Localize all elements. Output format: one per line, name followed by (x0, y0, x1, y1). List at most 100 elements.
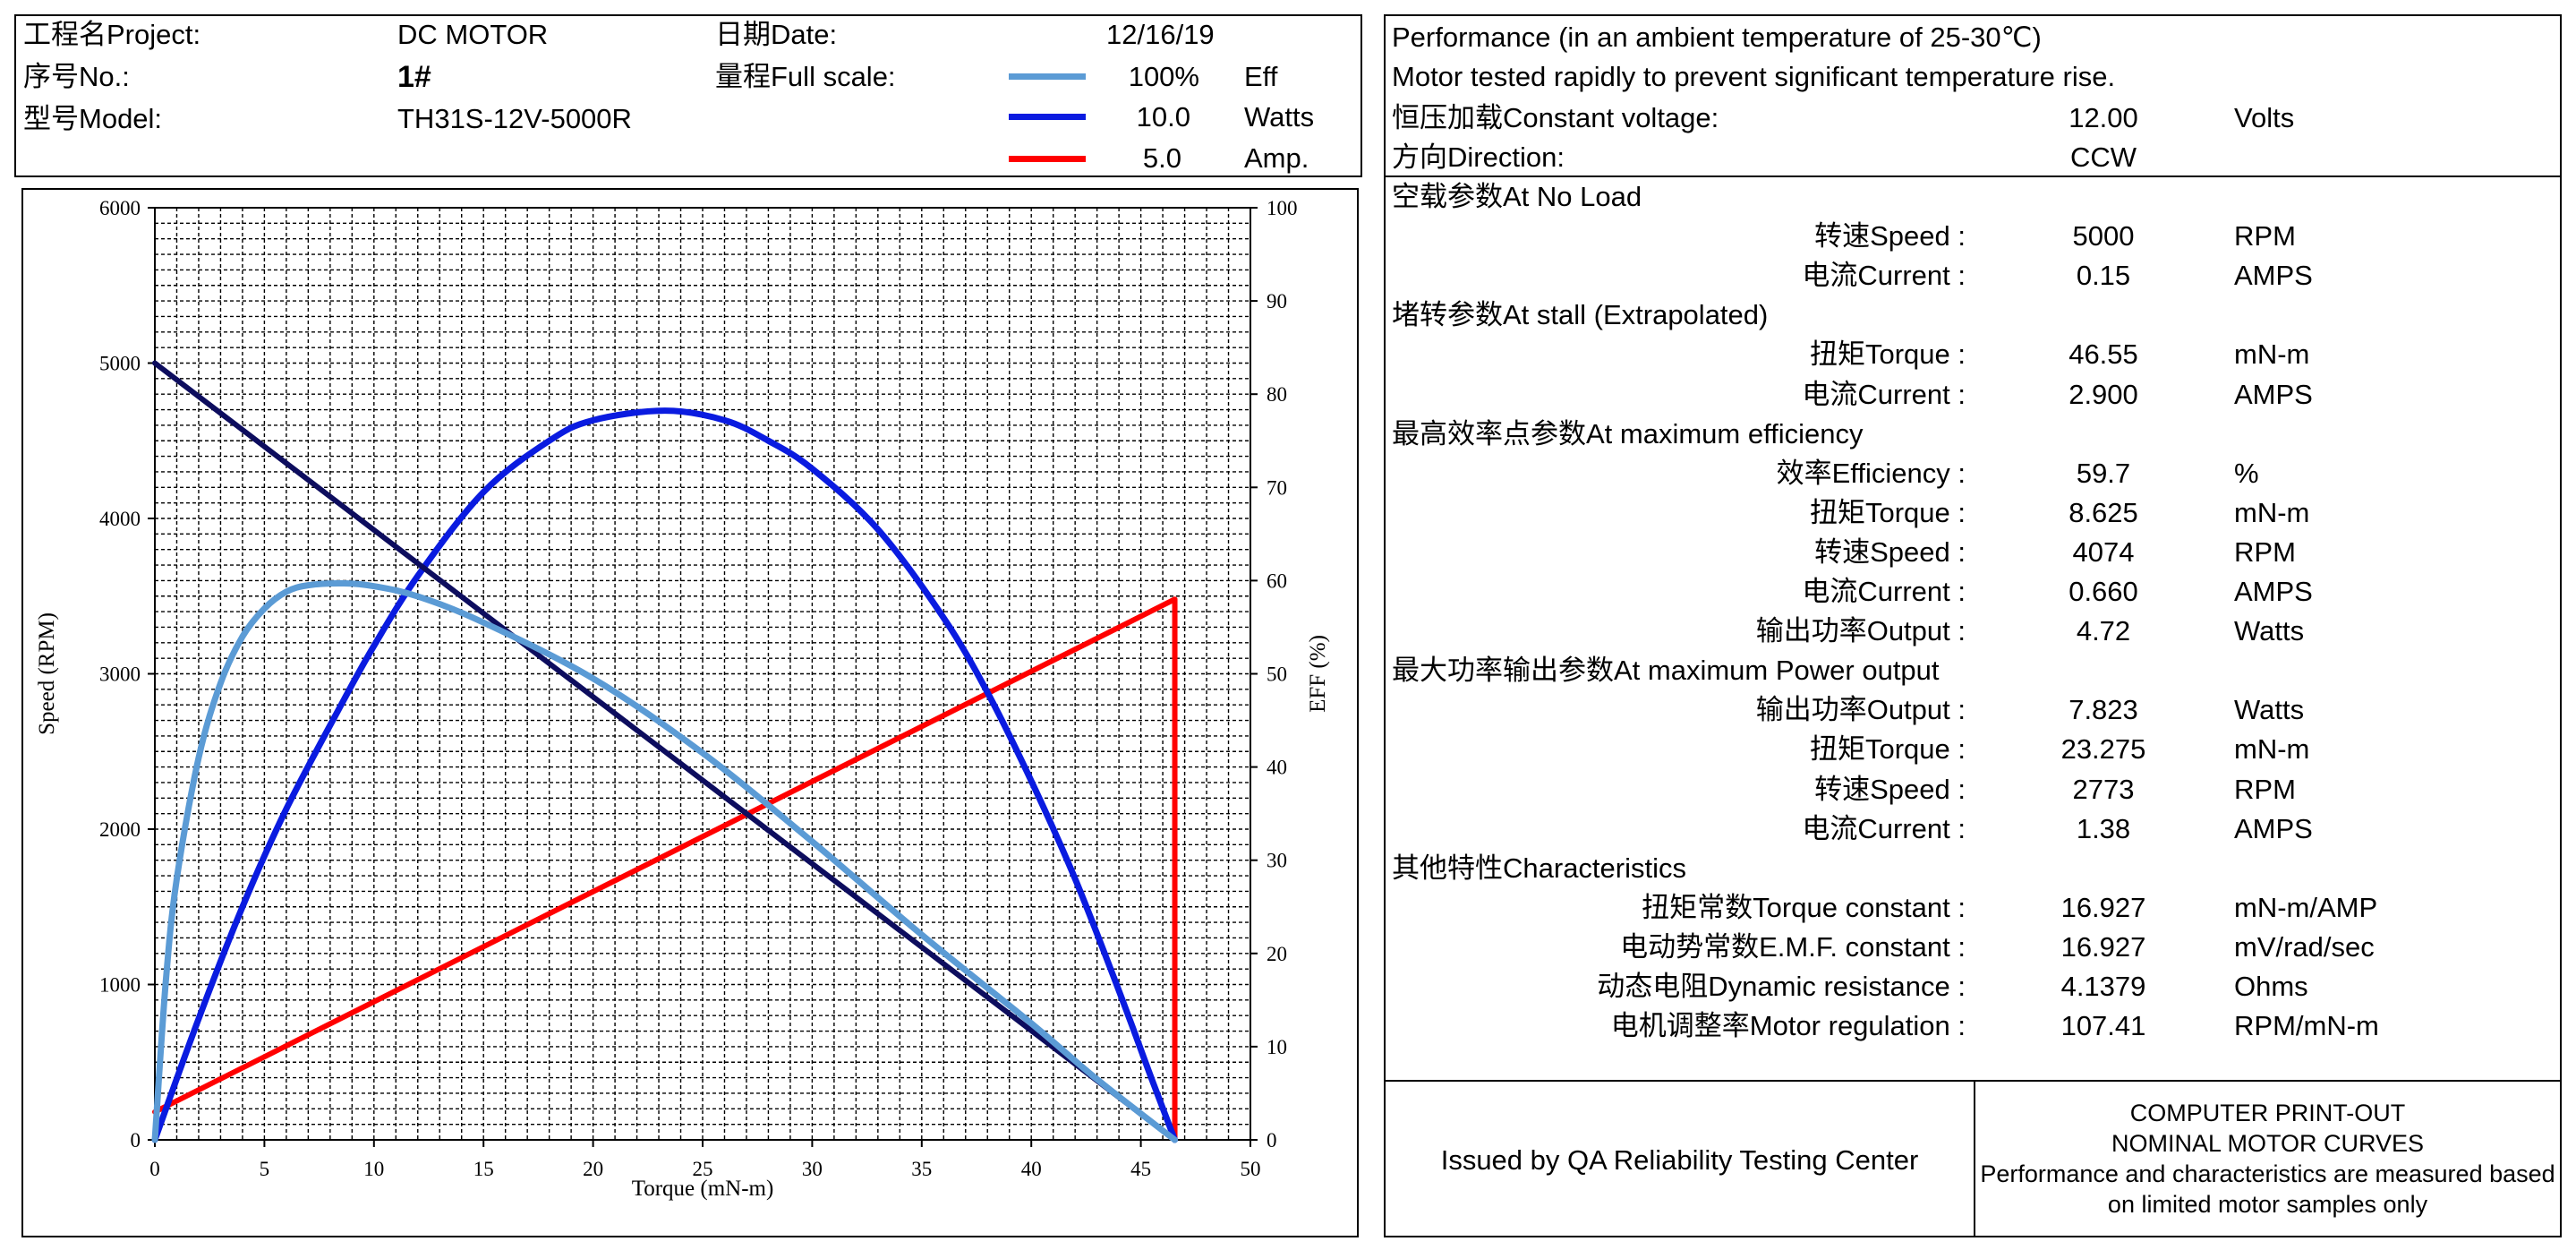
legend-eff-swatch (1009, 73, 1086, 80)
spec-unit: mN-m (2234, 733, 2310, 765)
y-tick-label: 6000 (99, 197, 141, 219)
y2-tick-label: 20 (1267, 943, 1287, 965)
date-label: 日期Date: (715, 19, 838, 50)
spec-label: 扭矩常数Torque constant : (1642, 892, 1966, 923)
model-value: TH31S-12V-5000R (397, 103, 632, 134)
y2-tick-label: 90 (1267, 290, 1287, 312)
y2-tick-label: 50 (1267, 664, 1287, 686)
spec-label: 电流Current : (1802, 379, 1966, 410)
y-tick-label: 2000 (99, 818, 141, 841)
spec-label: 电流Current : (1802, 576, 1966, 607)
y-axis-title: Speed (RPM) (35, 612, 59, 735)
legend-current-swatch (1009, 156, 1086, 162)
series-line-output_power (151, 407, 1179, 1143)
spec-label: 电流Current : (1802, 260, 1966, 291)
voltage-unit: Volts (2234, 102, 2295, 133)
direction-value: CCW (2069, 141, 2137, 173)
y-tick-label: 0 (131, 1129, 141, 1152)
spec-label: 扭矩Torque : (1809, 497, 1966, 528)
performance-note: Motor tested rapidly to prevent signific… (1392, 61, 2116, 92)
footer-line-4: on limited motor samples only (2107, 1191, 2428, 1218)
x-tick-label: 45 (1130, 1158, 1151, 1180)
legend-power-value: 10.0 (1136, 101, 1190, 133)
section-title: 堵转参数At stall (Extrapolated) (1392, 299, 1769, 330)
spec-value: 107.41 (2060, 1010, 2146, 1041)
spec-value: 23.275 (2060, 733, 2146, 765)
x-tick-label: 10 (363, 1158, 384, 1180)
spec-value: 7.823 (2068, 694, 2138, 725)
spec-unit: Watts (2234, 615, 2305, 646)
spec-value: 1.38 (2076, 813, 2131, 844)
spec-label: 效率Efficiency : (1776, 458, 1966, 489)
spec-value: 59.7 (2076, 458, 2131, 489)
spec-unit: mN-m/AMP (2234, 892, 2378, 923)
spec-value: 4.72 (2076, 615, 2131, 646)
y2-tick-label: 80 (1267, 383, 1287, 406)
series-line-speed (152, 360, 1178, 1143)
y-tick-label: 3000 (99, 664, 141, 686)
project-label: 工程名Project: (23, 19, 201, 50)
legend-eff-value: 100% (1128, 61, 1199, 92)
issued-by: Issued by QA Reliability Testing Center (1440, 1144, 1919, 1176)
no-label: 序号No.: (23, 61, 130, 92)
date-value: 12/16/19 (1106, 19, 1215, 50)
performance-header-divider (1384, 176, 2562, 177)
section-title: 最大功率输出参数At maximum Power output (1392, 655, 1940, 686)
performance-title: Performance (in an ambient temperature o… (1392, 21, 2042, 53)
spec-unit: RPM (2234, 774, 2296, 805)
spec-value: 0.15 (2076, 260, 2131, 291)
spec-unit: AMPS (2234, 260, 2313, 291)
x-tick-label: 5 (260, 1158, 270, 1180)
spec-value: 16.927 (2060, 931, 2146, 963)
y2-tick-label: 10 (1267, 1036, 1287, 1058)
x-tick-label: 35 (911, 1158, 932, 1180)
spec-unit: Ohms (2234, 971, 2308, 1002)
spec-unit: Watts (2234, 694, 2305, 725)
spec-label: 转速Speed : (1814, 774, 1966, 805)
legend-current-value: 5.0 (1142, 142, 1181, 174)
y2-tick-label: 30 (1267, 850, 1287, 872)
spec-label: 动态电阻Dynamic resistance : (1597, 971, 1966, 1002)
y2-tick-label: 60 (1267, 569, 1287, 592)
footer-column-divider (1974, 1080, 1975, 1237)
direction-label: 方向Direction: (1392, 141, 1565, 173)
spec-value: 4.1379 (2060, 971, 2146, 1002)
footer-divider (1384, 1080, 2562, 1082)
legend-current-unit: Amp. (1244, 142, 1309, 174)
footer-line-1: COMPUTER PRINT-OUT (2129, 1100, 2406, 1126)
legend-power-unit: Watts (1244, 101, 1315, 133)
spec-value: 2.900 (2068, 379, 2138, 410)
x-tick-label: 40 (1021, 1158, 1042, 1180)
spec-unit: AMPS (2234, 813, 2313, 844)
spec-value: 16.927 (2060, 892, 2146, 923)
performance-box (1384, 14, 2562, 1237)
spec-value: 2773 (2072, 774, 2135, 805)
y-tick-label: 4000 (99, 508, 141, 530)
voltage-label: 恒压加载Constant voltage: (1392, 102, 1719, 133)
footer-line-2: NOMINAL MOTOR CURVES (2111, 1130, 2425, 1157)
section-title: 其他特性Characteristics (1392, 852, 1686, 884)
spec-label: 转速Speed : (1814, 220, 1966, 252)
spec-unit: AMPS (2234, 576, 2313, 607)
series-line-efficiency (151, 579, 1179, 1143)
spec-unit: mN-m (2234, 497, 2310, 528)
y2-axis-title: EFF (%) (1306, 635, 1330, 713)
spec-unit: % (2234, 458, 2259, 489)
chart-box (21, 188, 1359, 1237)
y2-tick-label: 40 (1267, 757, 1287, 779)
series-line-current (152, 596, 1178, 1143)
x-tick-label: 50 (1241, 1158, 1261, 1180)
spec-label: 电机调整率Motor regulation : (1610, 1010, 1966, 1041)
y2-tick-label: 70 (1267, 476, 1287, 499)
x-tick-label: 30 (802, 1158, 823, 1180)
spec-value: 46.55 (2068, 338, 2138, 370)
spec-value: 0.660 (2068, 576, 2138, 607)
spec-unit: AMPS (2234, 379, 2313, 410)
no-value: 1# (397, 60, 431, 94)
legend-power-swatch (1009, 114, 1086, 120)
spec-unit: mV/rad/sec (2234, 931, 2375, 963)
spec-value: 5000 (2072, 220, 2135, 252)
spec-unit: RPM (2234, 536, 2296, 568)
model-label: 型号Model: (23, 103, 163, 134)
